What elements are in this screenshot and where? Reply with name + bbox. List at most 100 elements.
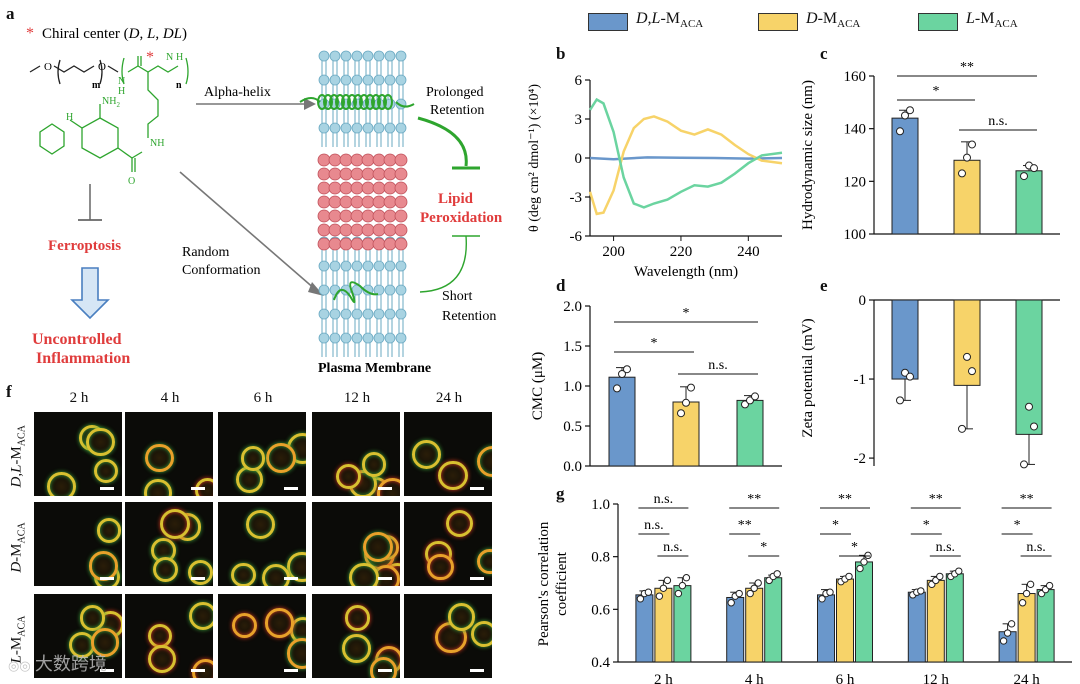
watermark: ◎◎ 大数跨境 — [8, 654, 107, 675]
chemical-structure — [29, 56, 189, 172]
lipid-head — [394, 223, 408, 237]
lipid-head — [384, 260, 396, 272]
random-coil — [333, 281, 379, 303]
lipid-head — [339, 167, 353, 181]
data-point — [687, 383, 695, 392]
lipid-head — [329, 260, 341, 272]
prolonged-label-1: Prolonged — [426, 85, 484, 100]
lipid-head — [383, 223, 397, 237]
micrograph — [218, 412, 306, 496]
data-point — [999, 637, 1008, 645]
lipid-head — [372, 223, 386, 237]
timepoint-label: 12 h — [343, 390, 371, 406]
lipid-head — [317, 237, 331, 251]
lipid-head — [361, 237, 375, 251]
lipid-head — [329, 308, 341, 320]
lipid-head — [395, 260, 407, 272]
legend-swatch-l — [918, 13, 958, 31]
lipid-head — [384, 332, 396, 344]
significance-label: ** — [960, 60, 974, 75]
legend-swatch-dl — [588, 13, 628, 31]
data-point — [1030, 422, 1038, 431]
lipid-head — [383, 181, 397, 195]
svg-text:O: O — [98, 61, 106, 73]
significance-label: ** — [838, 492, 852, 507]
micrograph — [34, 594, 122, 678]
lipid-head — [328, 153, 342, 167]
micrograph — [125, 412, 213, 496]
significance-label: * — [851, 540, 858, 555]
prolonged-label-2: Retention — [430, 103, 484, 118]
bar-1-2 — [764, 577, 783, 663]
panel-label-b: b — [556, 44, 566, 63]
y-tick-label: 160 — [844, 69, 867, 85]
lipid-head — [351, 122, 363, 134]
lipid-head — [362, 50, 374, 62]
lipid-head — [339, 195, 353, 209]
lipid-head — [339, 181, 353, 195]
plasma-membrane-label: Plasma Membrane — [318, 361, 431, 376]
data-point — [773, 570, 781, 578]
y-tick-label: 120 — [844, 174, 867, 190]
bar-1-0 — [726, 596, 745, 663]
bar-3-1 — [926, 579, 945, 663]
lipid-head — [328, 195, 342, 209]
uncontrolled-label-1: Uncontrolled — [32, 331, 122, 348]
data-point — [618, 370, 626, 378]
bar-3-2 — [945, 573, 964, 663]
lipid-head — [372, 167, 386, 181]
svg-text:N: N — [118, 76, 125, 87]
lipid-head — [351, 308, 363, 320]
micrograph — [312, 502, 400, 586]
lipid-head — [361, 209, 375, 223]
lipid-head — [383, 237, 397, 251]
lipid-head — [339, 223, 353, 237]
y-axis-label-2: coefficient — [554, 551, 570, 616]
lipid-head — [340, 308, 352, 320]
y-tick-label: 100 — [844, 227, 867, 243]
timepoint-label: 24 h — [435, 390, 463, 406]
series-line-0 — [589, 156, 783, 161]
legend: D,L-MACA D-MACA L-MACA — [588, 10, 1078, 34]
random-label-1: Random — [182, 245, 230, 260]
legend-label-l: L-MACA — [966, 10, 1018, 31]
micrograph — [312, 594, 400, 678]
significance-label: n.s. — [1026, 540, 1045, 555]
svg-text:H: H — [66, 112, 73, 123]
y-tick-label: 1.0 — [563, 379, 582, 395]
data-point — [963, 153, 971, 162]
significance-label: * — [683, 306, 690, 321]
chart-cd-spectrum: 6 3 0 -3 -6 200 220 240 Wavelength (nm) θ (deg cm… — [527, 73, 783, 280]
y-tick-label: 0.5 — [563, 419, 582, 435]
data-point — [1007, 620, 1016, 628]
lipid-head — [317, 209, 331, 223]
bar-2-0 — [817, 594, 835, 663]
data-point — [750, 584, 758, 592]
lipid-head — [373, 284, 385, 296]
lipid-head — [373, 122, 385, 134]
lipid-head — [317, 153, 331, 167]
lipid-head — [340, 260, 352, 272]
panel-label-f: f — [6, 382, 12, 401]
lipid-head — [339, 209, 353, 223]
y-tick-label: 6 — [575, 73, 583, 89]
scale-bar — [378, 487, 392, 490]
y-axis-label: Zeta potential (mV) — [800, 318, 816, 437]
data-point — [906, 372, 914, 381]
lipid-head — [362, 260, 374, 272]
svg-text:N: N — [166, 52, 173, 63]
data-point — [1025, 402, 1033, 411]
panel-label-e: e — [820, 276, 828, 295]
lipid-head — [384, 308, 396, 320]
bar-2-1 — [836, 578, 854, 663]
lipid-head — [340, 122, 352, 134]
data-point — [1030, 164, 1038, 173]
svg-text:NH2: NH2 — [102, 96, 120, 109]
significance-label: * — [1014, 518, 1021, 533]
micrograph — [34, 502, 122, 586]
lipid-head — [350, 167, 364, 181]
svg-text:m: m — [92, 80, 101, 91]
svg-text:H: H — [118, 86, 125, 97]
row-label: D,L-MACA — [8, 425, 28, 488]
bar-0 — [891, 117, 919, 235]
